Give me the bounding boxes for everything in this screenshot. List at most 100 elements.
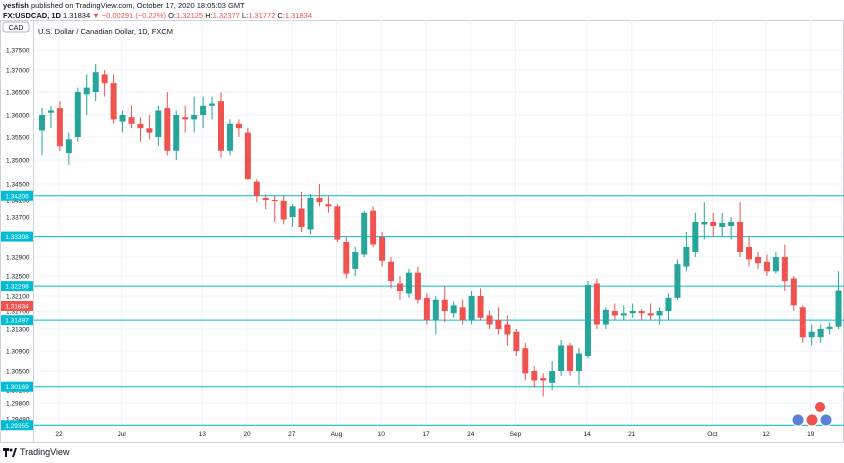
candle-up xyxy=(683,247,690,267)
published-line: published on TradingView.com, October 17… xyxy=(30,1,245,10)
candle-up xyxy=(432,299,439,320)
candle-up xyxy=(602,309,609,325)
price-tick-label: 1.36000 xyxy=(6,113,30,120)
candle-down xyxy=(414,272,421,300)
candle-down xyxy=(638,311,645,314)
candle-down xyxy=(370,210,377,245)
candle-up xyxy=(692,222,699,252)
currency-badge-label: CAD xyxy=(9,25,24,32)
candle-down xyxy=(334,206,341,240)
candle-down xyxy=(495,320,502,329)
candle-down xyxy=(486,315,493,325)
date-tick-label: 20 xyxy=(243,431,251,438)
date-tick-label: Jul xyxy=(117,431,126,438)
candle-down xyxy=(253,181,260,196)
candle-down xyxy=(137,123,144,129)
time-axis[interactable]: 22 Jul 13 20 27 Aug 10 17 24 Sep 14 21 Oct 12 19 xyxy=(55,431,814,438)
candlestick-chart[interactable]: 1.37500 1.37000 1.36500 1.36000 1.35500 1.350… xyxy=(0,20,844,443)
candle-down xyxy=(110,83,117,120)
candle-down xyxy=(755,257,761,264)
chart-frame[interactable]: 1.37500 1.37000 1.36500 1.36000 1.35500 1.350… xyxy=(0,20,844,443)
price-tick-label: 1.30500 xyxy=(6,369,30,376)
candle-up xyxy=(289,206,296,217)
candle-down xyxy=(504,324,511,335)
candle-up xyxy=(39,115,45,131)
candle-up xyxy=(361,212,368,255)
candle-down xyxy=(218,101,224,151)
candle-up xyxy=(620,313,627,316)
candle-down xyxy=(799,307,806,338)
candle-down xyxy=(379,237,386,261)
price-tick-label: 1.29480 xyxy=(6,417,30,424)
chart-border xyxy=(0,20,844,443)
level-price-badge xyxy=(1,381,33,392)
high-label: H: xyxy=(205,11,213,20)
date-tick-label: 10 xyxy=(378,431,386,438)
candle-up xyxy=(719,223,726,227)
chart-title: U.S. Dollar / Canadian Dollar, 1D, FXCM xyxy=(38,27,173,36)
candle-down xyxy=(146,128,153,133)
author-name[interactable]: yesfish xyxy=(3,1,29,10)
level-price-badge xyxy=(1,315,33,326)
candle-down xyxy=(164,108,171,151)
level-price-badge xyxy=(1,281,33,292)
candle-down xyxy=(182,117,189,120)
date-tick-label: 24 xyxy=(467,431,475,438)
tradingview-logo-icon[interactable] xyxy=(3,447,17,457)
candle-down xyxy=(56,108,63,147)
candle-up xyxy=(405,272,412,294)
candle-up xyxy=(629,311,636,314)
candle-down xyxy=(746,247,753,260)
candle-down xyxy=(522,348,529,374)
date-tick-label: 12 xyxy=(762,431,770,438)
level-price-badge-label: 1.32298 xyxy=(5,284,29,291)
candle-down xyxy=(262,198,269,200)
candle-up xyxy=(674,264,681,298)
candle-up xyxy=(808,331,815,338)
price-tick-label: 1.36500 xyxy=(6,90,30,97)
candle-up xyxy=(558,345,565,371)
price-tick-label: 1.32900 xyxy=(6,255,30,262)
candle-up xyxy=(468,296,475,320)
price-tick-label: 1.35500 xyxy=(6,135,30,142)
price-tick-label: 1.31700 xyxy=(6,309,30,316)
price-tick-label: 1.34500 xyxy=(6,182,30,189)
date-tick-label: 19 xyxy=(807,431,815,438)
candle-up xyxy=(772,257,779,272)
price-axis[interactable]: 1.37500 1.37000 1.36500 1.36000 1.35500 1.350… xyxy=(1,48,33,431)
currency-badge: CAD xyxy=(2,21,30,33)
low-label: L: xyxy=(241,11,249,20)
level-price-badge-label: 1.34206 xyxy=(5,193,29,200)
candle-up xyxy=(584,285,591,356)
candle-down xyxy=(128,117,135,124)
candle-up xyxy=(352,252,359,269)
candle-down xyxy=(477,296,484,318)
level-price-badge xyxy=(1,190,33,201)
date-tick-label: Oct xyxy=(707,431,717,438)
price-tick-label: 1.29800 xyxy=(6,401,30,408)
candle-up xyxy=(119,115,126,122)
horizontal-levels[interactable] xyxy=(34,195,844,426)
candle-up xyxy=(835,290,842,327)
candle-down xyxy=(343,242,350,274)
tradingview-brand[interactable]: TradingView xyxy=(20,447,70,457)
candle-up xyxy=(209,103,216,106)
low-value: 1.31772 xyxy=(248,11,276,20)
date-tick-label: 21 xyxy=(628,431,636,438)
candle-down xyxy=(271,200,278,201)
candle-down xyxy=(423,297,430,320)
candle-down xyxy=(737,222,744,252)
candle-up xyxy=(226,123,233,151)
candle-up xyxy=(450,305,457,314)
level-price-badge xyxy=(1,420,33,431)
candle-down xyxy=(244,132,251,180)
publication-header: yesfish published on TradingView.com, Oc… xyxy=(3,1,312,21)
price-tick-label: 1.32500 xyxy=(6,274,30,281)
candle-up xyxy=(83,87,90,95)
symbol-interval: FX:USDCAD, 1D xyxy=(3,11,61,20)
candle-up xyxy=(665,297,672,311)
current-price-badge xyxy=(1,300,33,311)
candle-up xyxy=(701,222,708,225)
last-price: 1.31834 xyxy=(63,11,91,20)
candle-up xyxy=(307,198,314,230)
